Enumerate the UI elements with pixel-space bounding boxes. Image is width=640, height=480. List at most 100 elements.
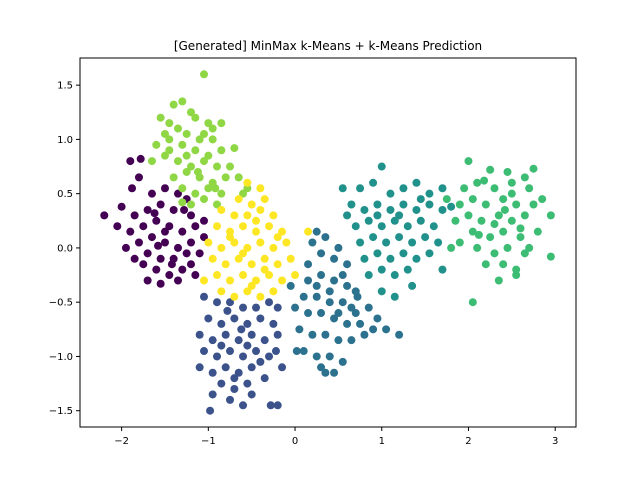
data-point-cluster-1	[260, 336, 269, 345]
data-point-cluster-4	[468, 195, 477, 204]
data-point-cluster-3	[390, 216, 399, 225]
data-point-cluster-4	[481, 260, 490, 269]
data-point-cluster-0	[156, 254, 165, 263]
data-point-cluster-4	[447, 243, 456, 252]
data-point-cluster-4	[480, 176, 489, 185]
data-point-cluster-2	[338, 271, 347, 280]
data-point-cluster-3	[408, 238, 417, 247]
data-point-cluster-0	[126, 157, 135, 166]
data-point-cluster-1	[200, 347, 208, 356]
data-point-cluster-6	[200, 276, 208, 285]
data-point-cluster-4	[507, 178, 516, 187]
data-point-cluster-1	[271, 347, 280, 356]
data-point-cluster-1	[269, 319, 278, 328]
data-point-cluster-1	[208, 390, 217, 399]
data-point-cluster-6	[243, 287, 252, 296]
data-point-cluster-2	[321, 330, 330, 339]
data-point-cluster-0	[167, 260, 176, 269]
data-point-cluster-2	[299, 292, 308, 301]
data-point-cluster-6	[260, 254, 269, 263]
y-tick-label: 0.0	[57, 243, 73, 254]
data-point-cluster-1	[206, 406, 215, 415]
data-point-cluster-0	[130, 211, 139, 220]
data-point-cluster-6	[269, 243, 278, 252]
data-point-cluster-3	[416, 216, 425, 225]
data-point-cluster-2	[312, 281, 321, 290]
data-point-cluster-4	[455, 200, 464, 209]
data-point-cluster-4	[525, 243, 534, 252]
data-point-cluster-0	[134, 238, 143, 247]
data-point-cluster-5	[208, 135, 217, 144]
data-point-cluster-1	[247, 363, 256, 372]
data-point-cluster-6	[230, 211, 239, 220]
data-point-cluster-0	[191, 271, 200, 280]
data-point-cluster-1	[213, 352, 222, 361]
data-point-cluster-0	[195, 249, 204, 258]
data-point-cluster-3	[356, 184, 365, 193]
data-point-cluster-0	[134, 173, 143, 182]
data-point-cluster-2	[295, 325, 304, 334]
data-point-cluster-3	[364, 271, 373, 280]
data-point-cluster-2	[325, 287, 334, 296]
data-point-cluster-5	[200, 129, 208, 138]
data-point-cluster-0	[130, 254, 139, 263]
data-point-cluster-2	[317, 271, 326, 280]
data-point-cluster-5	[191, 189, 200, 198]
data-point-cluster-0	[165, 222, 174, 231]
data-point-cluster-4	[490, 249, 499, 258]
data-point-cluster-5	[195, 135, 204, 144]
data-point-cluster-2	[334, 243, 343, 252]
data-point-cluster-3	[377, 162, 386, 171]
data-point-cluster-3	[386, 189, 395, 198]
x-tick-label: 2	[465, 436, 471, 447]
data-point-cluster-4	[499, 195, 508, 204]
data-point-cluster-6	[256, 238, 265, 247]
data-point-cluster-3	[395, 233, 404, 242]
data-point-cluster-2	[373, 314, 382, 323]
x-tick-label: 0	[292, 436, 298, 447]
data-point-cluster-0	[128, 184, 137, 193]
data-point-cluster-3	[438, 205, 447, 214]
data-point-cluster-5	[178, 198, 187, 207]
data-point-cluster-1	[230, 374, 239, 383]
x-tick-label: −1	[201, 436, 216, 447]
data-point-cluster-1	[252, 303, 261, 312]
data-point-cluster-6	[217, 287, 226, 296]
data-point-cluster-1	[247, 390, 256, 399]
data-point-cluster-1	[243, 341, 252, 350]
data-point-cluster-5	[186, 200, 195, 209]
data-point-cluster-4	[512, 271, 521, 280]
data-point-cluster-3	[421, 233, 430, 242]
chart-title: [Generated] MinMax k-Means + k-Means Pre…	[174, 39, 482, 53]
data-point-cluster-1	[265, 298, 274, 307]
data-point-cluster-6	[243, 243, 252, 252]
data-point-cluster-3	[412, 178, 421, 187]
data-point-cluster-0	[147, 233, 156, 242]
data-point-cluster-2	[321, 368, 330, 377]
data-point-cluster-4	[525, 184, 534, 193]
data-point-cluster-4	[499, 227, 508, 236]
data-point-cluster-0	[147, 189, 156, 198]
data-point-cluster-1	[230, 314, 239, 323]
data-point-cluster-3	[425, 189, 434, 198]
data-point-cluster-1	[213, 298, 222, 307]
y-tick-label: −1.5	[49, 406, 73, 417]
data-point-cluster-6	[273, 233, 282, 242]
data-point-cluster-3	[403, 265, 412, 274]
data-point-cluster-4	[546, 252, 555, 261]
data-point-cluster-5	[204, 119, 213, 128]
data-point-cluster-3	[399, 184, 408, 193]
data-point-cluster-0	[173, 243, 182, 252]
data-point-cluster-6	[247, 260, 256, 269]
data-point-cluster-6	[217, 205, 226, 214]
data-point-cluster-5	[217, 119, 226, 128]
data-point-cluster-4	[499, 260, 508, 269]
data-point-cluster-6	[239, 249, 248, 258]
data-point-cluster-2	[325, 352, 334, 361]
data-point-cluster-2	[334, 309, 343, 318]
data-point-cluster-5	[178, 140, 187, 149]
data-point-cluster-6	[286, 254, 295, 263]
data-point-cluster-0	[156, 200, 165, 209]
data-point-cluster-0	[160, 238, 169, 247]
data-point-cluster-3	[399, 200, 408, 209]
